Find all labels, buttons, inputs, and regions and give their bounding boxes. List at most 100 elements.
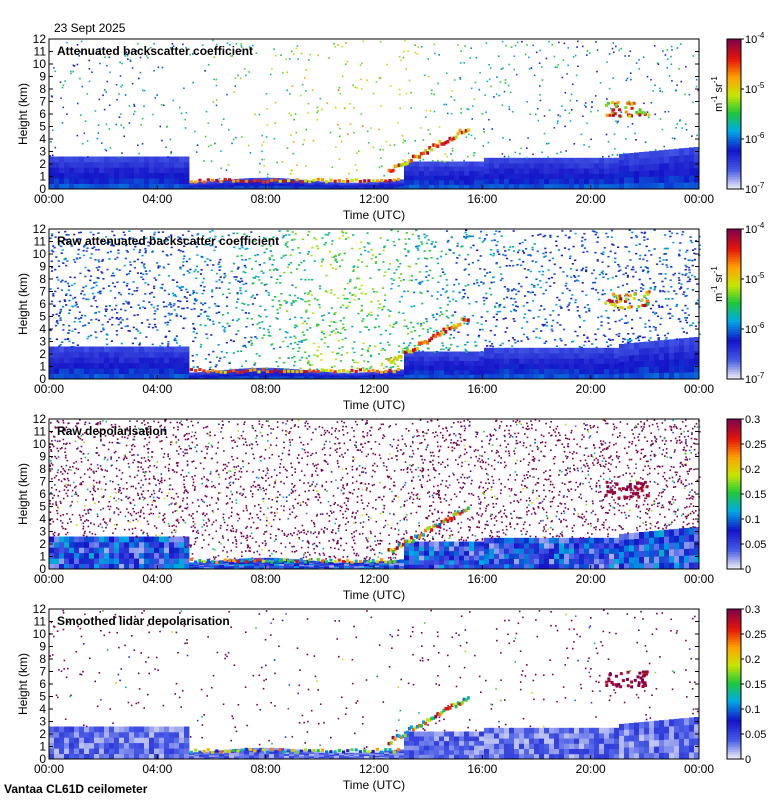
signal-speck <box>194 241 197 244</box>
boundary-layer-cell <box>299 187 305 190</box>
signal-speck <box>471 235 474 238</box>
signal-speck <box>294 299 297 302</box>
signal-speck <box>433 245 437 248</box>
boundary-layer-cell <box>349 184 355 187</box>
signal-speck <box>432 314 435 316</box>
signal-speck <box>414 51 417 54</box>
signal-speck <box>662 285 665 288</box>
boundary-layer-cell <box>139 178 145 184</box>
signal-speck <box>358 150 360 152</box>
signal-speck <box>161 139 163 142</box>
boundary-layer-cell <box>314 376 320 379</box>
boundary-layer-cell <box>279 373 285 376</box>
boundary-layer-cell <box>324 371 330 374</box>
signal-speck <box>643 336 646 339</box>
signal-speck <box>291 284 294 286</box>
boundary-layer-cell <box>569 368 575 375</box>
signal-speck <box>409 265 412 268</box>
boundary-layer-cell <box>494 168 500 174</box>
signal-speck <box>388 344 391 346</box>
high-cloud-cell <box>621 306 625 310</box>
signal-speck <box>207 122 210 124</box>
boundary-layer-cell <box>144 183 150 190</box>
signal-speck <box>389 333 392 335</box>
signal-speck <box>251 367 254 370</box>
boundary-layer-cell <box>494 183 500 190</box>
boundary-layer-cell <box>579 347 585 354</box>
boundary-layer-cell <box>219 374 225 377</box>
boundary-layer-cell <box>539 373 545 380</box>
signal-speck <box>67 332 70 335</box>
signal-speck <box>323 342 326 344</box>
signal-speck <box>605 341 609 343</box>
boundary-layer-cell <box>279 178 285 181</box>
signal-speck <box>64 238 67 241</box>
signal-speck <box>165 237 168 239</box>
signal-speck <box>670 266 673 268</box>
boundary-layer-cell <box>114 346 120 353</box>
boundary-layer-cell <box>234 184 240 187</box>
boundary-layer-cell <box>329 372 335 374</box>
boundary-layer-cell <box>414 161 420 167</box>
boundary-layer-cell <box>664 352 670 360</box>
boundary-layer-cell <box>219 184 225 187</box>
boundary-layer-cell <box>554 163 560 169</box>
signal-speck <box>421 350 424 353</box>
boundary-layer-cell <box>494 157 500 164</box>
signal-speck <box>556 235 559 238</box>
boundary-layer-cell <box>539 178 545 185</box>
signal-speck <box>84 324 87 326</box>
boundary-layer-cell <box>159 183 165 190</box>
boundary-layer-cell <box>444 351 450 357</box>
signal-speck <box>237 74 239 77</box>
boundary-layer-cell <box>174 178 180 184</box>
signal-speck <box>95 249 98 251</box>
signal-speck <box>564 234 567 237</box>
rising-cloud-cell <box>452 136 456 141</box>
rising-cloud-cell <box>413 155 417 159</box>
signal-speck <box>555 244 558 247</box>
signal-speck <box>227 234 230 237</box>
signal-speck <box>77 331 80 334</box>
high-cloud-cell <box>605 113 609 117</box>
low-cloud-cell <box>261 367 265 371</box>
signal-speck <box>270 276 273 278</box>
signal-speck <box>488 118 490 121</box>
boundary-layer-cell <box>544 178 550 185</box>
signal-speck <box>66 260 69 262</box>
boundary-layer-cell <box>189 375 195 378</box>
signal-speck <box>269 335 272 337</box>
signal-speck <box>153 277 156 279</box>
signal-speck <box>276 318 279 320</box>
signal-speck <box>684 312 687 314</box>
boundary-layer-cell <box>84 183 90 190</box>
signal-speck <box>408 79 411 82</box>
signal-speck <box>305 69 308 71</box>
signal-speck <box>111 230 114 233</box>
signal-speck <box>264 309 267 311</box>
signal-speck <box>174 337 177 340</box>
signal-speck <box>587 340 591 342</box>
boundary-layer-cell <box>59 156 65 163</box>
boundary-layer-cell <box>154 183 160 190</box>
signal-speck <box>238 247 241 250</box>
low-cloud-cell <box>282 179 286 183</box>
signal-speck <box>679 320 682 323</box>
high-cloud-cell <box>645 290 649 294</box>
boundary-layer-cell <box>49 183 55 190</box>
boundary-layer-cell <box>594 358 600 364</box>
boundary-layer-cell <box>314 182 320 185</box>
signal-speck <box>73 233 76 236</box>
boundary-layer-cell <box>574 358 580 364</box>
boundary-layer-cell <box>534 157 540 164</box>
signal-speck <box>498 347 501 350</box>
signal-speck <box>430 243 433 245</box>
boundary-layer-cell <box>669 372 675 380</box>
boundary-layer-cell <box>569 373 575 380</box>
signal-speck <box>122 126 125 129</box>
signal-speck <box>248 71 250 73</box>
boundary-layer-cell <box>604 168 610 174</box>
signal-speck <box>277 365 280 368</box>
signal-speck <box>655 263 659 265</box>
signal-speck <box>266 124 269 126</box>
